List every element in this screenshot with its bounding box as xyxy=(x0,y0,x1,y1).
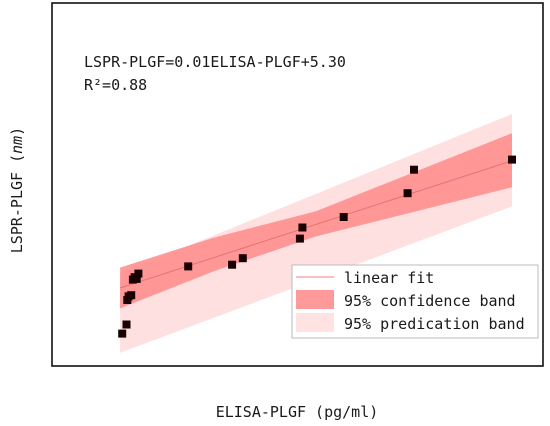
y-axis-label-close: ) xyxy=(8,127,26,136)
y-axis-label-text: LSPR-PLGF ( xyxy=(8,154,26,253)
data-point-14 xyxy=(339,213,348,221)
legend: linear fit 95% confidence band 95% predi… xyxy=(291,264,539,339)
data-point-10 xyxy=(228,260,237,269)
data-points xyxy=(118,155,516,338)
data-point-17 xyxy=(508,155,516,164)
y-axis-label: LSPR-PLGF (nm) xyxy=(8,127,26,253)
legend-label-linear-fit: linear fit xyxy=(344,269,434,287)
data-point-8 xyxy=(134,269,143,278)
fit-equation: LSPR-PLGF=0.01ELISA-PLGF+5.30 xyxy=(84,53,346,71)
data-point-9 xyxy=(184,262,193,271)
legend-label-confidence-band: 95% confidence band xyxy=(344,292,516,310)
x-axis-label: ELISA-PLGF (pg/ml) xyxy=(216,403,379,421)
plot-area xyxy=(118,114,516,353)
data-point-4 xyxy=(127,291,136,300)
data-point-16 xyxy=(410,165,418,174)
legend-confidence-swatch xyxy=(296,290,334,309)
data-point-15 xyxy=(403,189,412,198)
data-point-7 xyxy=(132,274,141,283)
data-point-12 xyxy=(295,234,304,243)
y-axis-label-unit: nm xyxy=(8,136,26,154)
legend-label-prediction-band: 95% predication band xyxy=(344,315,525,333)
data-point-13 xyxy=(298,223,307,232)
data-point-11 xyxy=(238,254,247,263)
confidence-band-95 xyxy=(120,133,512,309)
data-point-1 xyxy=(122,320,131,329)
data-point-0 xyxy=(118,329,127,338)
plot-frame xyxy=(51,2,544,367)
r-squared: R²=0.88 xyxy=(84,76,147,94)
legend-prediction-swatch xyxy=(296,313,334,332)
